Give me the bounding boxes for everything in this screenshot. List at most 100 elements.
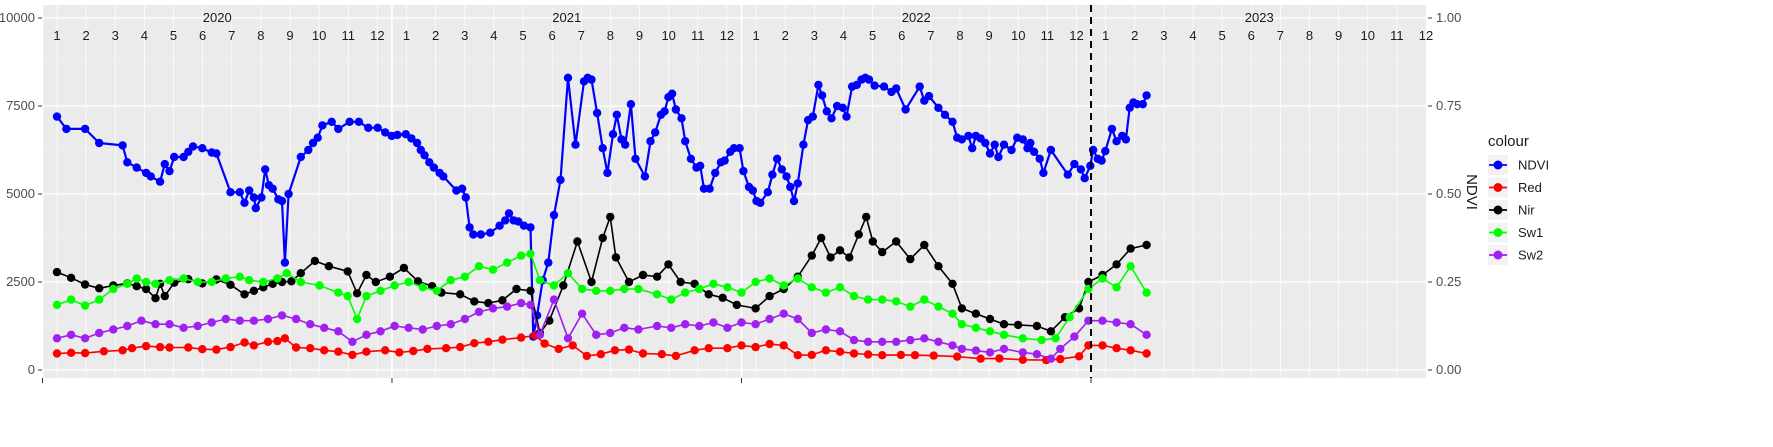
- data-point-ndvi: [245, 186, 254, 195]
- data-point-sw1: [765, 274, 774, 283]
- data-point-sw2: [1142, 330, 1151, 339]
- month-label: 6: [199, 28, 206, 43]
- data-point-sw2: [1032, 350, 1042, 359]
- data-point-sw2: [807, 328, 816, 338]
- data-point-nir: [470, 297, 479, 306]
- legend-title: colour: [1488, 133, 1529, 150]
- data-point-ndvi: [612, 110, 621, 120]
- month-label: 9: [985, 28, 992, 43]
- data-point-sw1: [273, 274, 282, 283]
- data-point-sw1: [1018, 334, 1027, 343]
- data-point-red: [165, 343, 174, 352]
- legend-key-point-ndvi: [1493, 160, 1503, 170]
- data-point-red: [456, 342, 465, 352]
- data-point-sw2: [821, 325, 831, 334]
- data-point-sw1: [793, 274, 802, 283]
- data-point-red: [212, 345, 221, 354]
- data-point-ndvi: [990, 140, 999, 149]
- data-point-sw2: [221, 314, 230, 324]
- data-point-sw2: [488, 304, 498, 313]
- data-point-ndvi: [334, 124, 343, 134]
- data-point-nir: [1046, 327, 1056, 336]
- data-point-sw1: [821, 288, 831, 297]
- data-point-red: [878, 351, 887, 360]
- data-point-sw1: [141, 277, 151, 287]
- data-point-sw1: [235, 272, 244, 281]
- data-point-red: [835, 347, 845, 356]
- data-point-nir: [906, 254, 915, 264]
- data-point-ndvi: [304, 145, 313, 155]
- data-point-nir: [999, 320, 1009, 329]
- month-label: 11: [1041, 28, 1055, 43]
- data-point-ndvi: [165, 166, 174, 176]
- data-point-ndvi: [160, 159, 169, 169]
- data-point-sw1: [207, 277, 216, 287]
- data-point-red: [226, 342, 235, 352]
- data-point-sw2: [1046, 354, 1056, 363]
- year-label-2022: 2022: [902, 10, 931, 25]
- data-point-ndvi: [95, 138, 104, 148]
- month-label: 3: [461, 28, 468, 43]
- data-point-sw1: [245, 276, 254, 285]
- y-left-tick-label: 0: [28, 362, 35, 377]
- data-point-sw1: [1051, 334, 1060, 343]
- data-point-nir: [676, 277, 685, 287]
- data-point-ndvi: [999, 140, 1009, 149]
- data-point-sw1: [132, 274, 141, 283]
- data-point-nir: [878, 247, 887, 257]
- month-label: 7: [927, 28, 934, 43]
- data-point-nir: [362, 270, 371, 280]
- data-point-ndvi: [870, 81, 879, 90]
- data-point-red: [929, 351, 938, 360]
- data-point-sw2: [577, 309, 587, 318]
- data-point-ndvi: [313, 133, 322, 142]
- data-point-ndvi: [814, 80, 823, 90]
- data-point-sw2: [634, 325, 643, 334]
- data-point-ndvi: [772, 154, 782, 163]
- legend-key-point-sw2: [1493, 250, 1503, 260]
- data-point-nir: [1013, 320, 1023, 330]
- data-point-ndvi: [677, 114, 686, 123]
- data-point-ndvi: [235, 188, 244, 197]
- data-point-sw1: [807, 283, 816, 292]
- data-point-red: [657, 350, 666, 359]
- data-point-sw1: [362, 291, 371, 301]
- data-point-sw2: [1056, 344, 1065, 354]
- data-point-sw2: [390, 321, 399, 331]
- data-point-sw2: [563, 334, 573, 343]
- data-point-ndvi: [420, 151, 429, 160]
- data-point-nir: [160, 291, 169, 301]
- month-label: 4: [490, 28, 497, 43]
- data-point-red: [568, 341, 577, 350]
- data-point-ndvi: [608, 130, 618, 139]
- data-point-nir: [385, 272, 395, 281]
- y-right-tick-label: 0.50: [1436, 186, 1461, 201]
- data-point-sw2: [348, 337, 357, 346]
- data-point-nir: [573, 237, 582, 246]
- data-point-nir: [664, 260, 673, 269]
- data-point-nir: [1126, 244, 1135, 253]
- data-point-sw1: [878, 295, 887, 304]
- data-point-ndvi: [526, 223, 535, 232]
- data-point-sw1: [460, 272, 470, 281]
- data-point-nir: [971, 309, 981, 318]
- data-point-ndvi: [799, 140, 808, 149]
- data-point-ndvi: [461, 193, 470, 202]
- data-point-nir: [343, 267, 352, 276]
- month-label: 10: [1361, 28, 1375, 43]
- y-right-axis-title: NDVI: [1463, 174, 1480, 210]
- data-point-sw2: [971, 346, 981, 355]
- data-point-nir: [751, 304, 760, 313]
- data-point-ndvi: [948, 117, 957, 127]
- data-point-ndvi: [563, 73, 573, 83]
- data-point-ndvi: [556, 175, 565, 185]
- month-label: 12: [720, 28, 734, 43]
- data-point-ndvi: [981, 138, 990, 148]
- data-point-ndvi: [1076, 165, 1086, 174]
- data-point-ndvi: [1097, 156, 1106, 165]
- month-label: 8: [607, 28, 614, 43]
- data-point-nir: [399, 263, 409, 273]
- data-point-ndvi: [817, 91, 827, 100]
- data-point-ndvi: [660, 107, 669, 116]
- data-point-ndvi: [1142, 91, 1151, 100]
